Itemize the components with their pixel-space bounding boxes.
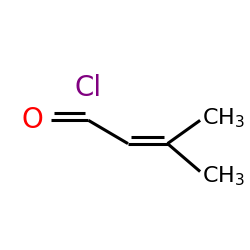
Text: O: O xyxy=(22,106,44,134)
Text: CH$_3$: CH$_3$ xyxy=(202,164,246,188)
Text: Cl: Cl xyxy=(75,74,102,102)
Text: CH$_3$: CH$_3$ xyxy=(202,106,246,130)
